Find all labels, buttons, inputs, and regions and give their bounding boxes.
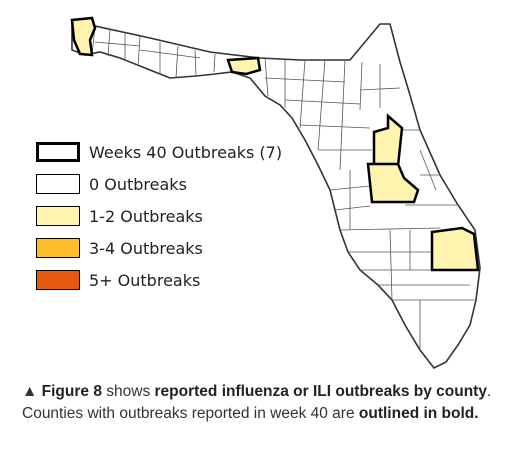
map-legend: Weeks 40 Outbreaks (7) 0 Outbreaks 1-2 O… [36, 136, 282, 296]
legend-label: 3-4 Outbreaks [89, 238, 203, 258]
county-bay [226, 56, 262, 76]
county-boundaries [91, 25, 476, 350]
florida-state-outline [71, 17, 481, 370]
county-palm-beach [430, 226, 480, 272]
county-polk [366, 162, 420, 204]
legend-swatch-low [36, 206, 80, 226]
caption-bold-text: outlined in bold. [358, 405, 479, 422]
legend-label: 5+ Outbreaks [89, 270, 201, 290]
caption-text: shows [101, 383, 155, 400]
legend-swatch-zero [36, 174, 80, 194]
legend-swatch-high [36, 270, 80, 290]
figure-number: Figure 8 [41, 383, 102, 400]
legend-item-week40: Weeks 40 Outbreaks (7) [36, 136, 282, 168]
legend-swatch-outline [36, 142, 80, 162]
county-escambia [70, 16, 97, 57]
legend-item-zero: 0 Outbreaks [36, 168, 282, 200]
legend-item-high: 5+ Outbreaks [36, 264, 282, 296]
legend-label: Weeks 40 Outbreaks (7) [89, 142, 283, 162]
figure-caption: ▲ Figure 8 shows reported influenza or I… [22, 381, 492, 425]
legend-item-mid: 3-4 Outbreaks [36, 232, 282, 264]
triangle-icon: ▲ [22, 383, 38, 400]
legend-swatch-mid [36, 238, 80, 258]
legend-label: 0 Outbreaks [89, 174, 187, 194]
caption-bold-text: reported influenza or ILI outbreaks by c… [154, 383, 487, 400]
legend-item-low: 1-2 Outbreaks [36, 200, 282, 232]
florida-county-map [70, 16, 481, 370]
legend-label: 1-2 Outbreaks [89, 206, 203, 226]
caption-text: . Counties with outbreaks reported in we… [22, 383, 492, 422]
